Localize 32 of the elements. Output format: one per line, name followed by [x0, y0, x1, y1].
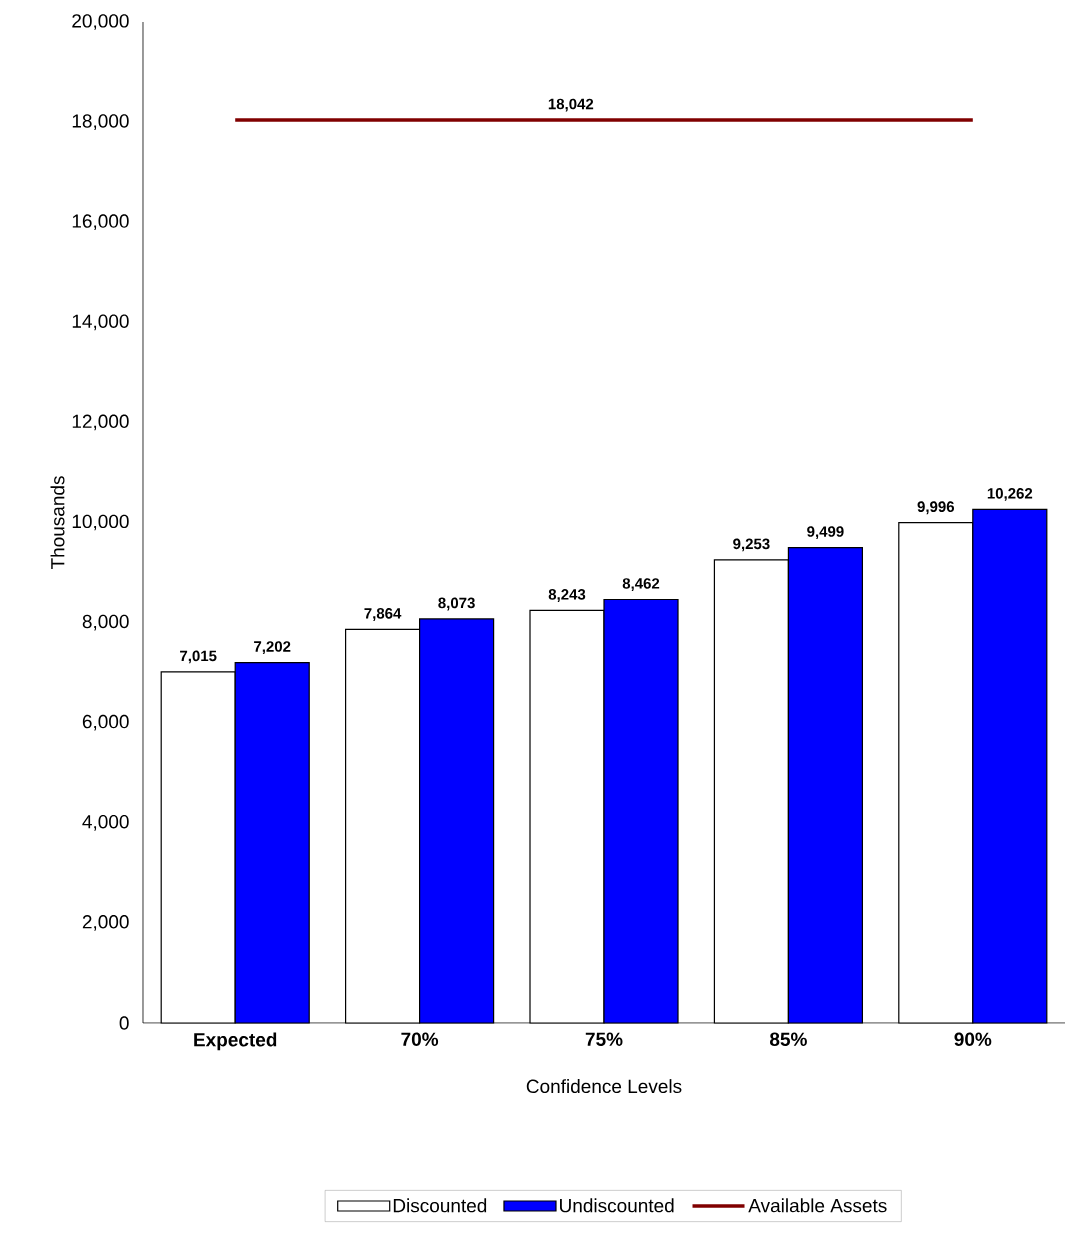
- data-label: 18,042: [548, 98, 594, 112]
- data-label: 8,462: [622, 578, 660, 591]
- data-label: 9,499: [807, 526, 844, 540]
- y-axis-title: Thousands: [50, 476, 65, 570]
- y-tick-label: 8,000: [82, 614, 129, 631]
- x-tick-label: 75%: [585, 1032, 623, 1046]
- y-tick-label: 14,000: [72, 314, 129, 331]
- legend-label: Undiscounted: [560, 1198, 674, 1213]
- x-tick-label: 70%: [401, 1032, 439, 1046]
- x-tick-label: 85%: [769, 1032, 807, 1046]
- x-axis-title: Confidence Levels: [526, 1079, 682, 1094]
- data-label: 8,073: [438, 597, 475, 611]
- data-label: 8,243: [548, 589, 586, 602]
- data-label: 7,864: [364, 608, 402, 621]
- y-tick-label: 12,000: [72, 414, 129, 431]
- data-label: 10,262: [987, 488, 1033, 501]
- y-tick-label: 20,000: [72, 14, 129, 30]
- y-tick-label: 4,000: [82, 814, 129, 831]
- data-label: 9,996: [917, 501, 955, 515]
- y-tick-label: 10,000: [72, 514, 129, 531]
- x-tick-label: 90%: [954, 1032, 992, 1046]
- data-label: 9,253: [733, 538, 770, 552]
- data-label: 7,015: [180, 650, 217, 664]
- legend-label: Available Assets: [748, 1198, 887, 1213]
- data-label: 7,202: [254, 641, 291, 655]
- legend-label: Discounted: [393, 1198, 487, 1213]
- y-tick-label: 2,000: [82, 915, 129, 931]
- x-tick-label: Expected: [194, 1032, 277, 1051]
- y-tick-label: 16,000: [72, 214, 129, 231]
- y-tick-label: 18,000: [72, 114, 129, 130]
- y-tick-label: 6,000: [82, 714, 129, 731]
- y-tick-label: 0: [119, 1016, 129, 1030]
